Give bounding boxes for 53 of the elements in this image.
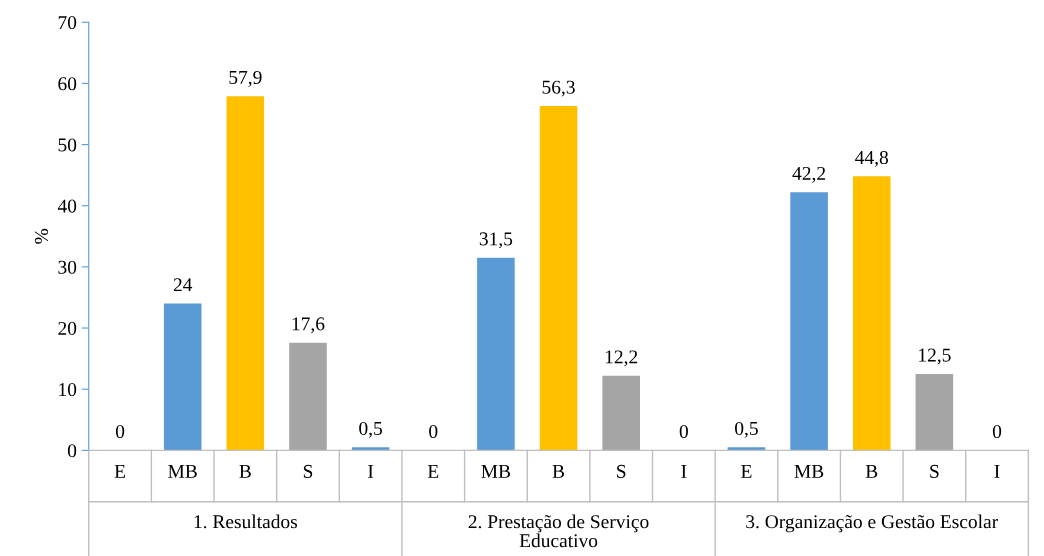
text: 3. Organização e Gestão Escolar — [746, 514, 998, 533]
y-tick-label: 10 — [59, 383, 77, 397]
bar — [289, 342, 327, 451]
y-tick-label: 60 — [58, 77, 77, 91]
data-label: 12,5 — [919, 348, 951, 365]
data-label: 0 — [115, 424, 125, 439]
data-label: 42,2 — [792, 166, 826, 183]
data-label: 57,9 — [229, 70, 262, 87]
bar — [226, 96, 265, 451]
y-tick-label: 50 — [58, 138, 77, 152]
data-label: 0 — [679, 424, 688, 439]
x-tick-label: B — [239, 465, 251, 478]
data-label: 12,2 — [605, 350, 638, 367]
y-tick-label: 70 — [58, 16, 77, 30]
x-tick-label: B — [552, 465, 565, 478]
x-tick-label: S — [617, 464, 626, 478]
x-tick-label: MB — [794, 465, 824, 478]
x-tick-label: S — [303, 464, 313, 478]
text: 1. Resultados — [194, 514, 298, 529]
bar — [602, 375, 640, 451]
data-label: 0,5 — [735, 421, 758, 438]
data-label: 0 — [992, 424, 1002, 439]
x-tick-label: MB — [481, 465, 511, 478]
y-tick-label: 20 — [58, 321, 77, 335]
x-tick-label: E — [427, 465, 439, 478]
bar — [351, 447, 390, 451]
bar — [852, 176, 891, 451]
x-tick-label: E — [741, 465, 752, 478]
data-label: 0,5 — [359, 421, 383, 438]
data-label: 24 — [173, 278, 193, 292]
x-tick-label: E — [114, 465, 126, 478]
bar — [727, 447, 766, 451]
bar — [477, 257, 515, 451]
x-tick-label: I — [368, 465, 374, 478]
y-tick-label: 30 — [58, 260, 77, 274]
data-label: 44,8 — [855, 150, 889, 167]
y-tick-label: 40 — [57, 199, 77, 213]
x-tick-label: I — [994, 465, 1000, 478]
x-tick-label: B — [865, 465, 878, 478]
data-label: 17,6 — [292, 317, 325, 334]
data-label: 31,5 — [479, 232, 513, 249]
bar — [915, 373, 954, 451]
y-tick-label: 0 — [67, 444, 77, 458]
text: 2. Prestação de Serviço Educativo — [468, 514, 649, 548]
bar — [163, 303, 202, 451]
x-tick-label: S — [930, 464, 939, 478]
data-label: 0 — [429, 424, 438, 439]
y-axis-title: % — [34, 228, 49, 244]
x-tick-label: MB — [168, 465, 197, 478]
bar — [790, 192, 828, 451]
bar — [539, 106, 578, 451]
x-tick-label: I — [681, 465, 687, 478]
data-label: 56,3 — [542, 80, 575, 97]
